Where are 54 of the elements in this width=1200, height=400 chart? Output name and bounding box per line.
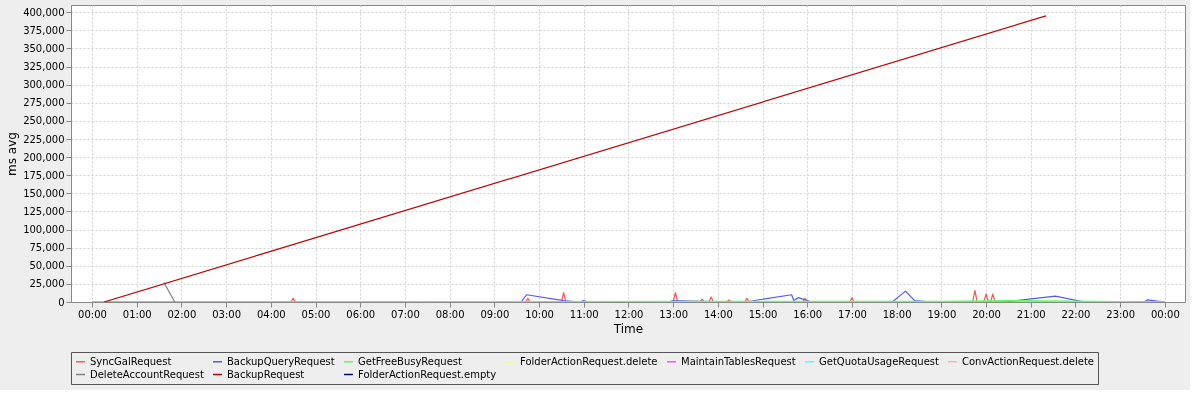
y-tick-label: 175,000 <box>23 169 65 181</box>
legend-label: FolderActionRequest.delete <box>520 355 658 367</box>
x-tick-label: 00:00 <box>78 308 107 320</box>
y-tick-label: 350,000 <box>23 42 65 54</box>
x-tick-label: 22:00 <box>1061 308 1091 320</box>
y-tick-label: 200,000 <box>23 151 65 163</box>
legend-label: GetQuotaUsageRequest <box>819 355 940 367</box>
legend-label: MaintainTablesRequest <box>681 355 796 367</box>
x-tick-label: 05:00 <box>301 308 331 320</box>
x-tick-label: 15:00 <box>748 308 778 320</box>
x-tick-label: 18:00 <box>882 308 912 320</box>
x-tick-label: 19:00 <box>927 308 957 320</box>
x-tick-label: 08:00 <box>435 308 465 320</box>
y-tick-label: 150,000 <box>23 187 65 199</box>
y-tick-label: 375,000 <box>23 24 65 36</box>
legend-label: BackupQueryRequest <box>227 355 335 367</box>
legend-label: SyncGalRequest <box>90 355 172 367</box>
x-tick-label: 21:00 <box>1016 308 1046 320</box>
y-tick-label: 300,000 <box>23 79 65 91</box>
legend-label: GetFreeBusyRequest <box>358 355 463 367</box>
y-tick-label: 325,000 <box>23 61 65 73</box>
x-tick-label: 00:00 <box>1150 308 1180 320</box>
x-tick-label: 01:00 <box>122 308 152 320</box>
x-tick-label: 03:00 <box>212 308 242 320</box>
x-tick-label: 10:00 <box>525 308 554 320</box>
x-tick-label: 04:00 <box>256 308 286 320</box>
legend-label: DeleteAccountRequest <box>90 368 204 380</box>
x-tick-label: 12:00 <box>614 308 644 320</box>
x-tick-label: 13:00 <box>659 308 689 320</box>
x-tick-label: 20:00 <box>972 308 1001 320</box>
y-tick-label: 50,000 <box>29 260 65 272</box>
y-tick-label: 125,000 <box>23 205 65 217</box>
x-tick-label: 09:00 <box>480 308 510 320</box>
legend-label: BackupRequest <box>227 368 305 380</box>
x-tick-label: 07:00 <box>391 308 420 320</box>
y-tick-label: 250,000 <box>23 115 65 127</box>
y-tick-label: 275,000 <box>23 97 65 109</box>
x-tick-label: 23:00 <box>1106 308 1136 320</box>
x-tick-label: 16:00 <box>793 308 823 320</box>
y-tick-label: 75,000 <box>29 242 65 254</box>
legend-label: ConvActionRequest.delete <box>962 355 1094 367</box>
x-tick-label: 02:00 <box>167 308 197 320</box>
y-tick-label: 0 <box>58 296 65 308</box>
x-tick-label: 11:00 <box>569 308 599 320</box>
x-tick-label: 17:00 <box>838 308 867 320</box>
x-axis-title: Time <box>612 321 644 336</box>
x-tick-label: 14:00 <box>703 308 733 320</box>
y-tick-label: 225,000 <box>23 133 65 145</box>
y-tick-label: 400,000 <box>23 6 65 18</box>
x-tick-label: 06:00 <box>346 308 376 320</box>
legend-label: FolderActionRequest.empty <box>358 368 497 380</box>
y-axis-title: ms avg <box>5 132 20 176</box>
y-tick-label: 100,000 <box>23 224 65 236</box>
y-tick-label: 25,000 <box>29 278 65 290</box>
